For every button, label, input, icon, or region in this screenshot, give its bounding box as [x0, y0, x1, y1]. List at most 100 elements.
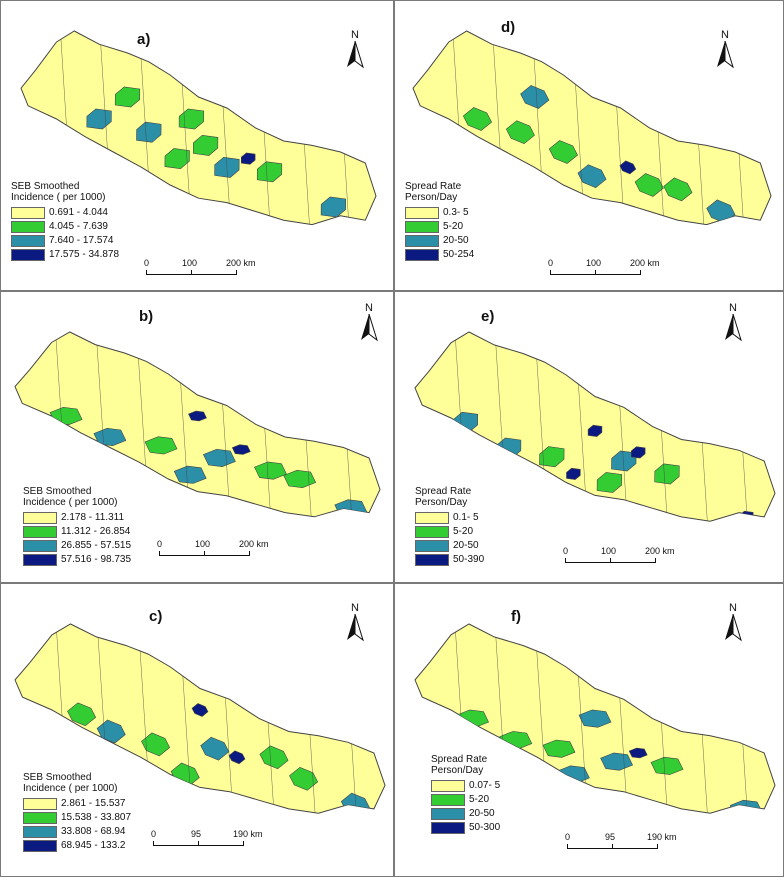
- legend-swatch: [431, 807, 465, 820]
- nepal-map-d: [412, 30, 772, 226]
- district-class-4: [191, 703, 209, 717]
- legend-item-2: 5-20: [415, 525, 484, 538]
- legend-label: 0.07- 5: [469, 780, 501, 791]
- district-boundary: [343, 624, 359, 814]
- district-class-3: [200, 736, 230, 761]
- legend-swatch: [23, 797, 57, 810]
- legend-swatch: [405, 220, 439, 233]
- legend-swatch: [23, 811, 57, 824]
- scale-label: 100: [195, 539, 211, 549]
- legend-title-line-1: SEB Smoothed: [11, 181, 80, 192]
- scale-label: 200 km: [239, 539, 269, 549]
- district-class-2: [259, 745, 289, 770]
- legend-label: 17.575 - 34.878: [49, 249, 120, 260]
- legend-item-1: 2.178 - 11.311: [23, 511, 131, 524]
- north-label: N: [729, 302, 737, 314]
- scale-tick: [198, 841, 199, 846]
- legend-item-4: 68.945 - 133.2: [23, 839, 131, 852]
- legend-title-line-2: Person/Day: [431, 765, 484, 776]
- district-class-2: [462, 107, 492, 131]
- legend-label: 5-20: [453, 526, 474, 537]
- legend-item-1: 2.861 - 15.537: [23, 797, 131, 810]
- scale-label: 95: [605, 832, 616, 842]
- north-arrow-icon: [717, 41, 734, 69]
- legend-label: 26.855 - 57.515: [61, 540, 132, 551]
- legend-label: 33.808 - 68.94: [61, 826, 126, 837]
- north-arrow-d: N: [713, 29, 737, 69]
- legend-item-2: 5-20: [431, 793, 500, 806]
- district-class-3: [136, 121, 162, 143]
- legend-item-4: 17.575 - 34.878: [11, 248, 119, 261]
- legend-title: SEB Smoothed Incidence ( per 1000): [23, 486, 131, 508]
- legend-swatch: [11, 206, 45, 219]
- district-class-4: [188, 410, 207, 422]
- north-arrow-icon: [725, 614, 742, 642]
- legend-swatch: [431, 821, 465, 834]
- scale-tick: [612, 844, 613, 849]
- nepal-map-f: [414, 623, 776, 814]
- legend-a: SEB Smoothed Incidence ( per 1000) 0.691…: [11, 181, 119, 262]
- legend-swatch: [23, 511, 57, 524]
- district-class-3: [202, 448, 236, 468]
- legend-title-line-2: Person/Day: [415, 497, 468, 508]
- scale-label: 200 km: [645, 546, 675, 556]
- district-class-2: [596, 472, 623, 493]
- scale-tick: [657, 844, 658, 849]
- legend-title: Spread Rate Person/Day: [431, 754, 500, 776]
- scale-tick: [550, 270, 551, 275]
- legend-swatch: [405, 234, 439, 247]
- panel-e: e) N Spread Rate Person/Day 0.1- 5 5-20 …: [394, 291, 784, 583]
- legend-swatch: [431, 793, 465, 806]
- scale-label: 190 km: [647, 832, 677, 842]
- scale-label: 0: [563, 546, 569, 556]
- legend-title-line-2: Incidence ( per 1000): [11, 192, 106, 203]
- district-class-2: [256, 161, 283, 183]
- legend-swatch: [415, 539, 449, 552]
- legend-swatch: [23, 539, 57, 552]
- legend-item-1: 0.1- 5: [415, 511, 484, 524]
- district-class-4: [631, 446, 646, 459]
- legend-title-line-2: Incidence ( per 1000): [23, 497, 118, 508]
- district-class-4: [628, 747, 648, 759]
- north-arrow-f: N: [721, 602, 745, 642]
- district-class-2: [654, 463, 680, 485]
- district-class-2: [505, 120, 535, 145]
- legend-label: 50-390: [453, 554, 485, 565]
- district-class-2: [663, 177, 693, 202]
- legend-swatch: [415, 511, 449, 524]
- north-arrow-icon: [725, 314, 742, 342]
- district-class-2: [548, 140, 578, 164]
- district-boundary: [734, 332, 750, 522]
- legend-d: Spread Rate Person/Day 0.3- 5 5-20 20-50…: [405, 181, 474, 262]
- district-class-3: [96, 719, 126, 744]
- scale-label: 100: [182, 258, 198, 268]
- district-class-2: [164, 148, 190, 170]
- legend-item-1: 0.691 - 4.044: [11, 206, 119, 219]
- legend-title: Spread Rate Person/Day: [415, 486, 484, 508]
- legend-label: 20-50: [443, 235, 469, 246]
- legend-swatch: [11, 220, 45, 233]
- panel-label-e: e): [481, 308, 495, 325]
- scale-label: 200 km: [226, 258, 256, 268]
- district-boundary: [339, 332, 354, 517]
- legend-item-1: 0.07- 5: [431, 779, 500, 792]
- panel-b: b) N SEB Smoothed Incidence ( per 1000) …: [0, 291, 394, 583]
- legend-label: 68.945 - 133.2: [61, 840, 126, 851]
- legend-item-3: 26.855 - 57.515: [23, 539, 131, 552]
- district-class-2: [254, 461, 287, 480]
- panel-f: f) N Spread Rate Person/Day 0.07- 5 5-20…: [394, 583, 784, 877]
- north-arrow-icon: [347, 41, 364, 69]
- legend-item-2: 4.045 - 7.639: [11, 220, 119, 233]
- legend-swatch: [11, 248, 45, 261]
- panel-d: d) N Spread Rate Person/Day 0.3- 5 5-20 …: [394, 0, 784, 291]
- legend-swatch: [431, 779, 465, 792]
- district-class-2: [114, 86, 141, 108]
- legend-label: 0.691 - 4.044: [49, 207, 108, 218]
- legend-swatch: [415, 525, 449, 538]
- district-class-2: [634, 173, 664, 197]
- scale-label: 95: [191, 829, 202, 839]
- legend-swatch: [23, 553, 57, 566]
- legend-item-2: 5-20: [405, 220, 474, 233]
- legend-label: 50-300: [469, 822, 501, 833]
- scale-tick: [191, 270, 192, 275]
